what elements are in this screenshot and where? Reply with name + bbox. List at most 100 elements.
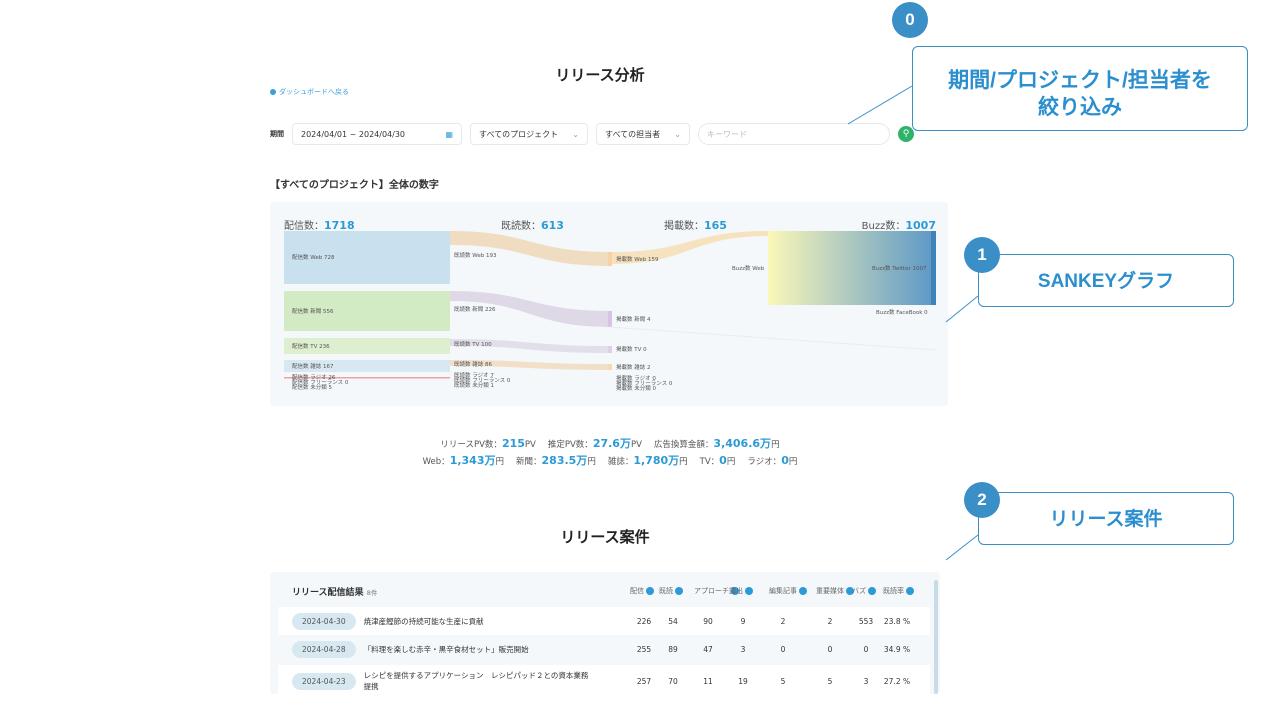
summary-item: 雑誌：1,780万円 [607, 454, 688, 467]
chevron-down-icon [799, 587, 807, 595]
cell-value: 5 [827, 676, 833, 686]
sankey-label: 配信数 新聞 556 [292, 307, 334, 315]
chevron-down-icon [846, 587, 854, 595]
keyword-input[interactable]: キーワード [698, 123, 890, 145]
sankey-label: 掲載数 新聞 4 [616, 315, 651, 323]
release-title[interactable]: 焼津産鰹節の持続可能な生産に貢献 [363, 616, 484, 626]
header-read: 既読数：613 [501, 219, 564, 232]
sankey-label: 既読数 雑誌 86 [454, 360, 492, 368]
sankey-label: 既読数 新聞 226 [454, 305, 496, 313]
summary-line-2: Web：1,343万円 新聞：283.5万円 雑誌：1,780万円 TV：0円 ラジオ：… [0, 453, 1220, 470]
sankey-label: 既読数 Web 193 [454, 251, 497, 259]
summary-item: 新聞：283.5万円 [516, 454, 596, 467]
annotation-sankey-callout: SANKEYグラフ [978, 254, 1234, 307]
person-select[interactable]: すべての担当者 ⌄ [596, 123, 690, 145]
sankey-label: 配信数 ラジオ 26 [292, 373, 336, 381]
flow-newspaper [450, 291, 610, 327]
sankey-label: 既読数 ラジオ 7 [454, 371, 494, 379]
flow-magazine [450, 360, 610, 370]
chevron-down-icon [868, 587, 876, 595]
column-header-sort[interactable]: 既読率 [883, 586, 914, 596]
person-value: すべての担当者 [605, 129, 661, 139]
column-header-sort[interactable]: 配信 [630, 586, 654, 596]
column-header-sort[interactable]: バズ [852, 586, 876, 596]
column-header-sort[interactable]: 重要媒体 [816, 586, 854, 596]
cell-value: 553 [858, 616, 874, 626]
release-title[interactable]: 「料理を楽しむ赤辛・黒辛食材セット」販売開始 [363, 644, 529, 654]
header-published: 掲載数：165 [664, 219, 727, 232]
column-header-sort[interactable]: 既読 [659, 586, 683, 596]
cell-value: 9 [740, 616, 746, 626]
sankey-label: 掲載数 Web 159 [616, 255, 659, 263]
column-header-sort[interactable]: 露出 [729, 586, 753, 596]
sankey-label: 既読数 未分類 1 [454, 381, 494, 389]
project-select[interactable]: すべてのプロジェクト ⌄ [470, 123, 588, 145]
back-link-label: ダッシュボードへ戻る [279, 88, 349, 96]
cell-value: 5 [780, 676, 786, 686]
cell-value: 2 [827, 616, 833, 626]
cell-value: 11 [703, 676, 713, 686]
cell-value: 257 [636, 676, 652, 686]
table-title: リリース配信結果 8件 [292, 588, 378, 598]
releases-section-title: リリース案件 [560, 528, 650, 546]
cell-value: 90 [703, 616, 713, 626]
keyword-placeholder: キーワード [707, 129, 747, 139]
sankey-svg: 配信数 Web 728 既読数 Web 193 掲載数 Web 159 配信数 新聞 … [284, 231, 937, 392]
release-date: 2024-04-28 [292, 640, 356, 658]
summary-figures: リリースPV数：215PV 推定PV数：27.6万PV 広告換算金額：3,406.6… [0, 436, 1220, 470]
header-delivered: 配信数：1718 [284, 219, 355, 232]
column-header-sort[interactable]: 編集記事 [769, 586, 807, 596]
sankey-label: 掲載数 雑誌 2 [616, 363, 651, 371]
period-label: 期間 [270, 130, 284, 138]
cell-value: 19 [738, 676, 748, 686]
header-buzz: Buzz数：1007 [861, 219, 936, 232]
period-input[interactable]: 2024/04/01 ~ 2024/04/30 ▦ [292, 123, 462, 145]
node-delivered-magazine [284, 360, 450, 372]
column-header-sort[interactable]: アプローチ [694, 586, 739, 596]
info-icon [270, 89, 276, 95]
back-to-dashboard-link[interactable]: ダッシュボードへ戻る [270, 87, 349, 97]
table-row[interactable]: 2024-04-23 レシピを提供するアプリケーション レシピパッド２との資本業務… [278, 665, 930, 694]
summary-item: リリースPV数：215PV [440, 437, 536, 450]
sankey-label: Buzz数 FaceBook 0 [876, 308, 928, 316]
search-button[interactable]: ⚲ [898, 126, 914, 142]
cell-value: 0 [780, 644, 786, 654]
cell-value: 47 [703, 644, 713, 654]
calendar-icon[interactable]: ▦ [445, 129, 453, 139]
sankey-chart: 配信数：1718 既読数：613 掲載数：165 Buzz数：1007 配信数 … [270, 202, 948, 406]
flow-tv [450, 339, 610, 353]
sankey-label: 掲載数 未分類 0 [616, 384, 656, 392]
cell-value: 89 [668, 644, 678, 654]
sankey-label: 既読数 フリーランス 0 [454, 376, 511, 384]
cell-value: 255 [636, 644, 652, 654]
cell-value: 54 [668, 616, 678, 626]
chevron-down-icon: ⌄ [572, 129, 579, 139]
cell-value: 0 [827, 644, 833, 654]
table-row[interactable]: 2024-04-28 「料理を楽しむ赤辛・黒辛食材セット」販売開始 255 89 47 3… [278, 635, 930, 663]
summary-line-1: リリースPV数：215PV 推定PV数：27.6万PV 広告換算金額：3,406.6… [0, 436, 1220, 453]
cell-value: 3 [740, 644, 746, 654]
flow-web [450, 231, 610, 266]
scrollbar[interactable] [934, 580, 938, 694]
sankey-label: 配信数 フリーランス 0 [292, 378, 349, 386]
sankey-label: Buzz数 Twitter 1007 [872, 264, 927, 272]
cell-value: 0 [863, 644, 869, 654]
period-value: 2024/04/01 ~ 2024/04/30 [301, 129, 406, 139]
summary-item: 推定PV数：27.6万PV [547, 437, 642, 450]
annotation-badge-0: 0 [892, 2, 928, 38]
cell-value: 226 [636, 616, 652, 626]
table-row[interactable]: 2024-04-30 焼津産鰹節の持続可能な生産に貢献 226 54 90 9 2 2 553 2… [278, 607, 930, 635]
chevron-down-icon [745, 587, 753, 595]
cell-value: 2 [780, 616, 786, 626]
summary-item: ラジオ：0円 [747, 454, 798, 467]
chevron-down-icon [675, 587, 683, 595]
summary-item: Web：1,343万円 [422, 454, 504, 467]
chevron-down-icon [646, 587, 654, 595]
release-title[interactable]: レシピを提供するアプリケーション レシピパッド２との資本業務提携 [363, 671, 589, 691]
sankey-label: 配信数 雑誌 167 [292, 362, 334, 370]
project-value: すべてのプロジェクト [479, 129, 559, 139]
cell-value: 34.9 % [883, 644, 911, 654]
annotation-badge-2: 2 [964, 482, 1000, 518]
release-date: 2024-04-23 [292, 672, 356, 690]
